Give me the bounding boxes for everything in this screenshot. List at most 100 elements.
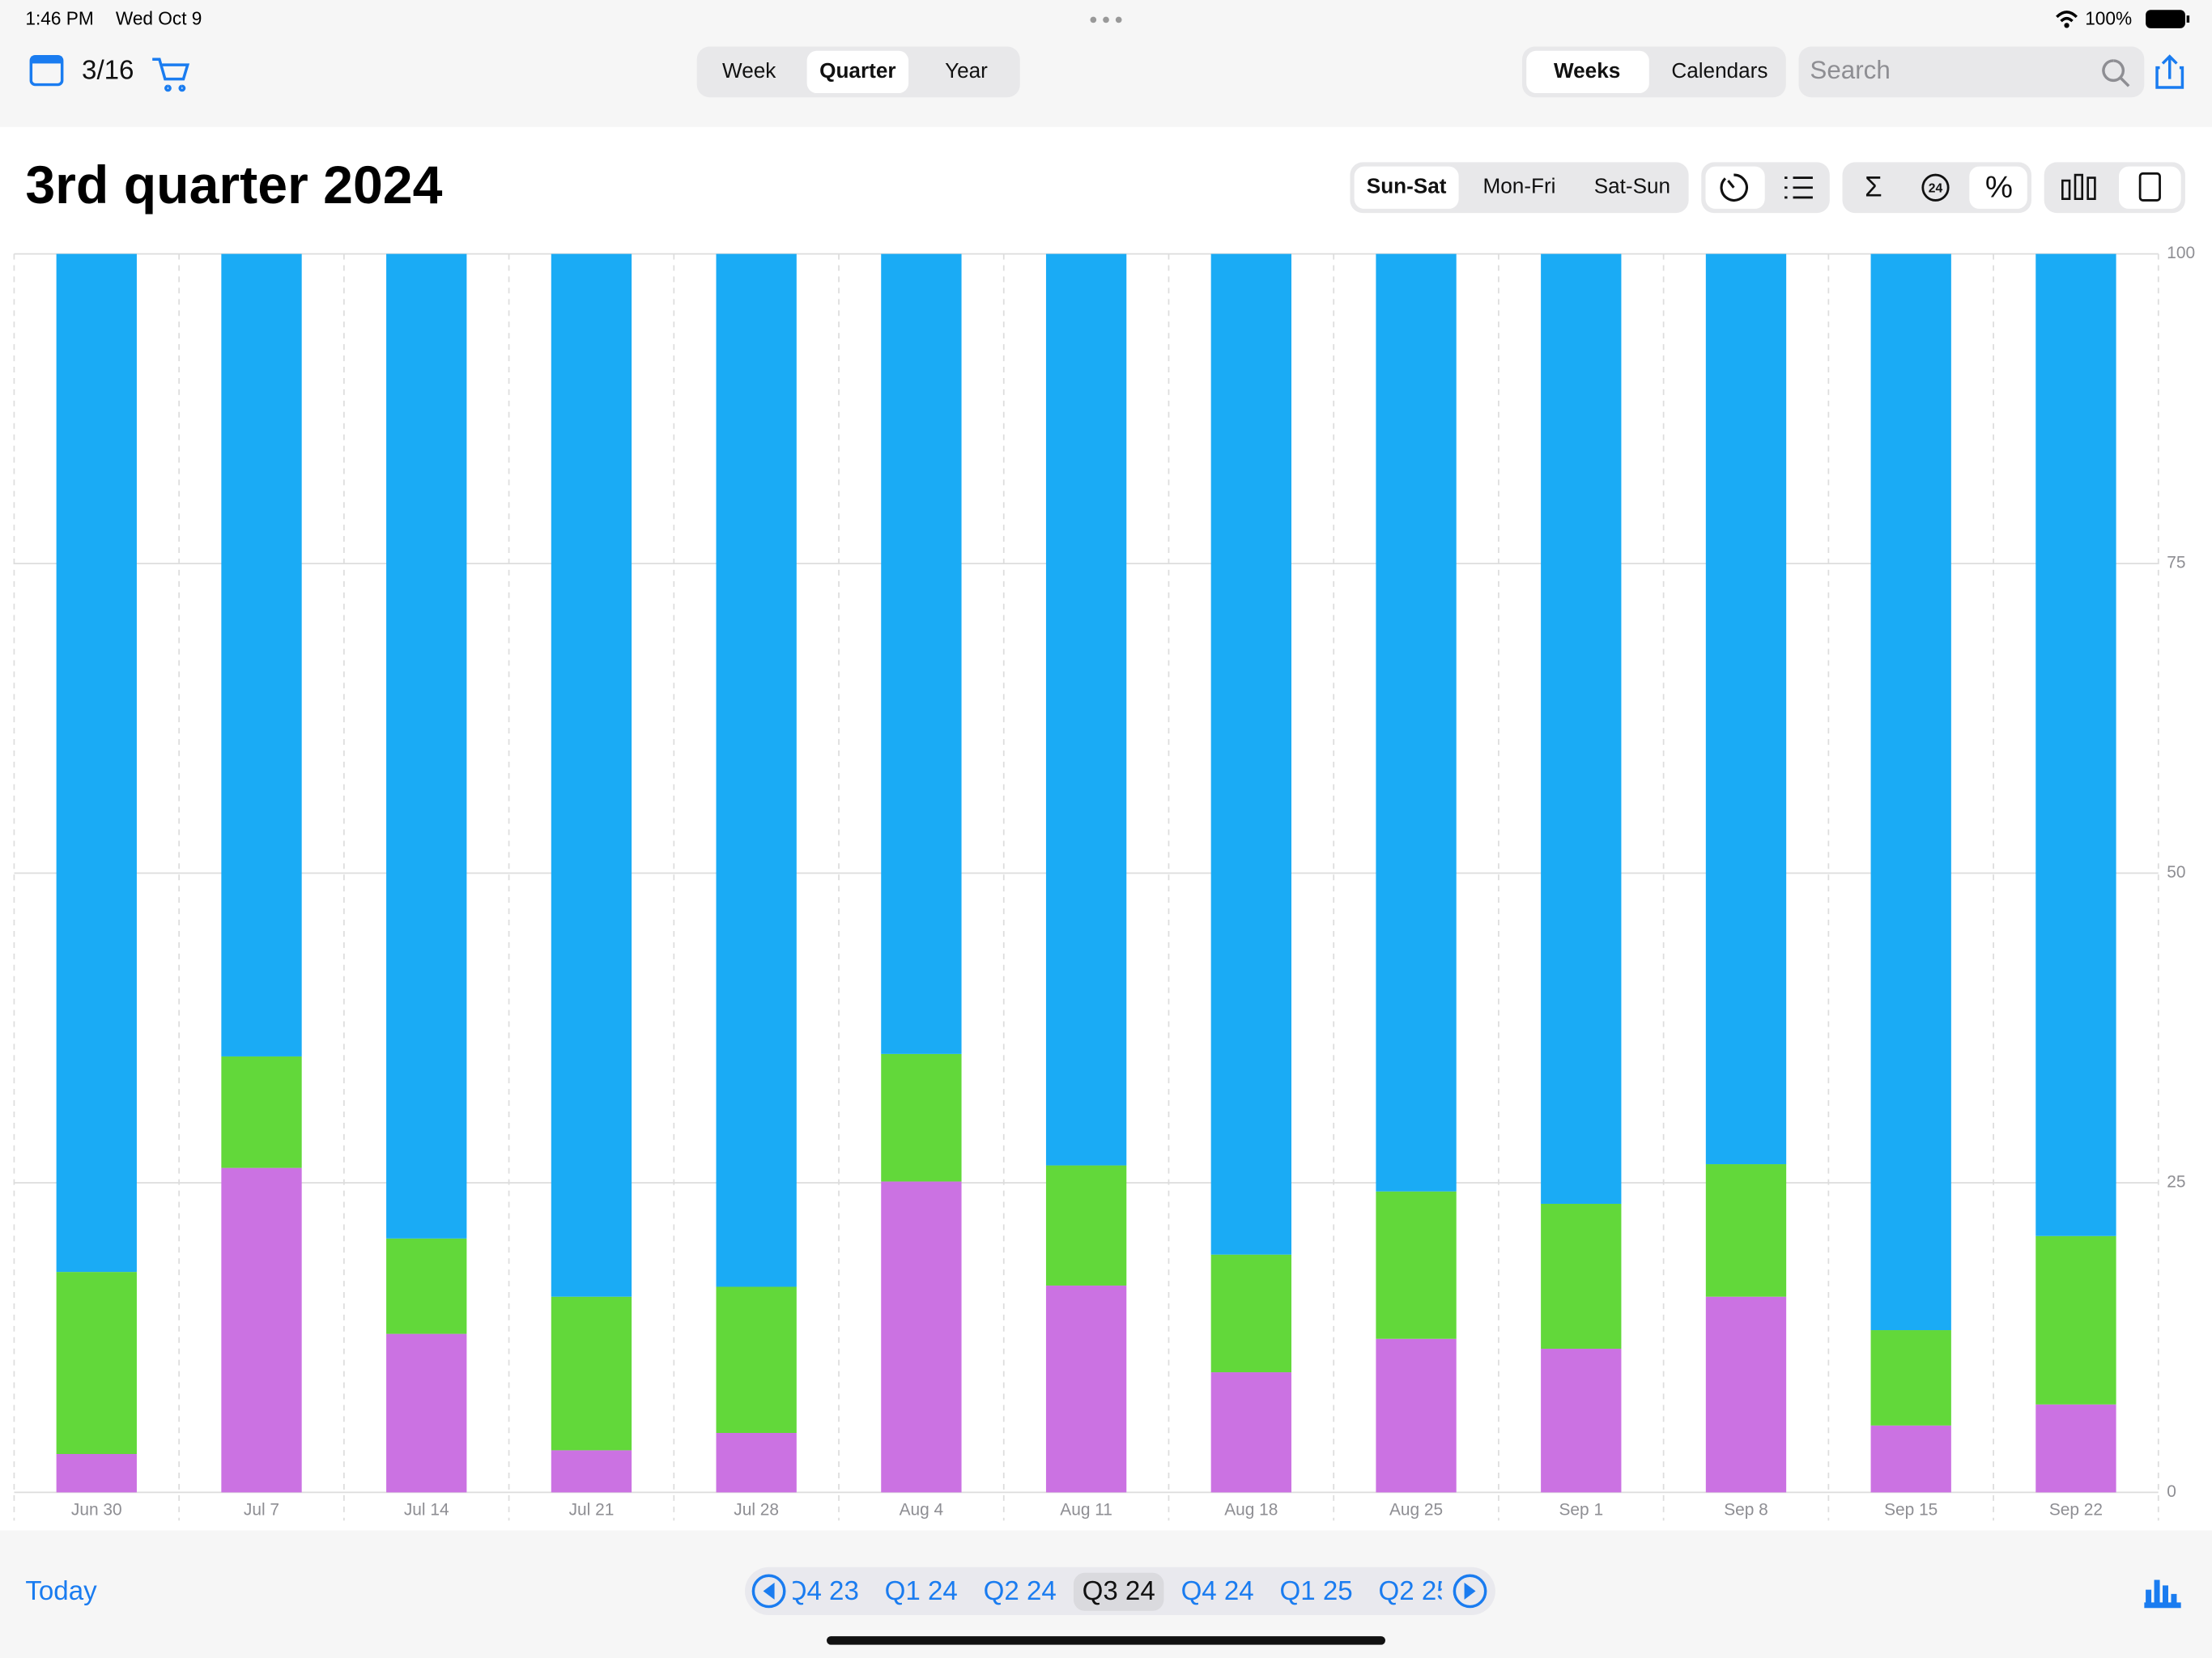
bar-segment [386, 253, 467, 1239]
view-segment[interactable]: Weeks [1554, 58, 1620, 83]
y-tick-label: 75 [2167, 554, 2185, 572]
bar-segment [221, 1167, 302, 1493]
y-tick-label: 100 [2167, 244, 2195, 262]
bar-segment [1210, 253, 1291, 1255]
x-tick-label: Jul 21 [569, 1501, 615, 1520]
bar-segment [1045, 1285, 1127, 1493]
calendar-button[interactable] [29, 54, 64, 87]
bar-segment [1376, 1191, 1457, 1339]
y-tick-label: 25 [2167, 1172, 2185, 1191]
day-segment[interactable]: Sat-Sun [1594, 174, 1670, 198]
x-tick-label: Aug 25 [1389, 1501, 1443, 1520]
x-tick-label: Sep 1 [1559, 1501, 1603, 1520]
x-tick-label: Aug 18 [1224, 1501, 1278, 1520]
x-tick-label: Jun 30 [71, 1501, 122, 1520]
chart: 0 25 50 75 100 Jun 30 Jul 7 Jul 14 Jul 21 Jul 28 A… [13, 244, 2195, 1521]
day-segment[interactable]: Mon-Fri [1483, 174, 1556, 198]
quarter-item[interactable]: Q2 24 [984, 1576, 1057, 1606]
view-segment[interactable]: Calendars [1671, 58, 1767, 83]
metric-selected [1969, 166, 2027, 209]
bar-segment [386, 1238, 467, 1334]
x-tick-label: Aug 4 [900, 1501, 944, 1520]
y-tick-label: 50 [2167, 863, 2185, 882]
bar-segment [1210, 1254, 1291, 1373]
bar-segment [386, 1333, 467, 1493]
y-tick-label: 0 [2167, 1482, 2176, 1501]
status-date: Wed Oct 9 [116, 7, 202, 28]
bar-segment [1870, 1330, 1951, 1426]
share-button[interactable] [2155, 54, 2184, 89]
today-button[interactable]: Today [25, 1576, 97, 1606]
mode-selected [1705, 166, 1765, 209]
bar-segment [881, 1053, 962, 1182]
bar-segment [2035, 253, 2116, 1236]
bar-segment [1376, 253, 1457, 1192]
range-selected [806, 50, 909, 94]
prev-button[interactable] [751, 1574, 786, 1609]
quarter-item[interactable]: Q4 24 [1181, 1576, 1254, 1606]
wifi-icon [2056, 11, 2078, 23]
range-segment[interactable]: Year [945, 58, 988, 83]
range-segment[interactable]: Week [722, 58, 776, 83]
cart-button[interactable] [152, 57, 190, 92]
next-button[interactable] [1453, 1574, 1487, 1609]
view-selected [1526, 50, 1649, 94]
home-indicator [827, 1636, 1385, 1645]
bar-segment [56, 1454, 137, 1493]
metric-button[interactable]: 24 [1929, 182, 1943, 196]
chart-button[interactable] [2144, 1579, 2181, 1609]
x-tick-label: Sep 15 [1884, 1501, 1938, 1520]
quarter-item[interactable]: Q4 23 [786, 1576, 859, 1606]
bar-segment [716, 1432, 797, 1493]
bar-segment [716, 253, 797, 1287]
search-placeholder: Search [1810, 56, 1890, 84]
bar-segment [551, 253, 632, 1297]
bar-segment [716, 1286, 797, 1433]
count-label: 3/16 [82, 56, 134, 86]
bar-segment [1541, 1348, 1622, 1493]
search-field[interactable] [1798, 46, 2145, 98]
metric-button[interactable]: Σ [1865, 172, 1882, 203]
bar-segment [1705, 1164, 1787, 1297]
bar-segment [1705, 1296, 1787, 1493]
bar-segment [1045, 1165, 1127, 1286]
battery-tip [2186, 15, 2190, 23]
quarter-item[interactable]: Q1 24 [885, 1576, 958, 1606]
bar-segment [1870, 1425, 1951, 1493]
bar-segment [221, 1056, 302, 1168]
bar-segment [1705, 253, 1787, 1165]
bar-segment [2035, 1235, 2116, 1405]
metric-button[interactable]: % [1985, 170, 2013, 205]
list-button[interactable] [1784, 176, 1813, 199]
metric-circle [1921, 173, 1950, 202]
bar-segment [1541, 253, 1622, 1204]
range-segment[interactable]: Quarter [819, 58, 895, 83]
day-segment[interactable]: Sun-Sat [1367, 174, 1447, 198]
bar-segment [1541, 1203, 1622, 1349]
quarter-selected [1073, 1572, 1164, 1611]
bar-segment [221, 253, 302, 1056]
bar-segment [551, 1450, 632, 1493]
bar-segment [1210, 1372, 1291, 1493]
day-selected [1354, 166, 1459, 209]
stacked-button[interactable] [2138, 172, 2161, 202]
x-tick-label: Jul 28 [734, 1501, 779, 1520]
grouped-button[interactable] [2061, 173, 2096, 201]
page-title: 3rd quarter 2024 [25, 155, 442, 215]
multitask-dots [1090, 16, 1122, 23]
battery-label: 100% [2085, 7, 2132, 28]
x-tick-label: Jul 7 [244, 1501, 279, 1520]
wifi-dot [2064, 23, 2069, 28]
timer-button[interactable] [1720, 173, 1748, 202]
quarter-item[interactable]: Q3 24 [1083, 1576, 1155, 1606]
bar-segment [2035, 1404, 2116, 1493]
quarter-item[interactable]: Q2 25 [1378, 1576, 1451, 1606]
bar-segment [881, 253, 962, 1054]
bar-segment [56, 1272, 137, 1455]
quarter-list: Q4 23 Q1 24 Q2 24 Q3 24 Q4 24 Q1 25 Q2 25 [786, 1576, 1451, 1606]
status-time: 1:46 PM [25, 7, 93, 28]
x-tick-label: Aug 11 [1060, 1501, 1112, 1520]
quarter-item[interactable]: Q1 25 [1280, 1576, 1353, 1606]
